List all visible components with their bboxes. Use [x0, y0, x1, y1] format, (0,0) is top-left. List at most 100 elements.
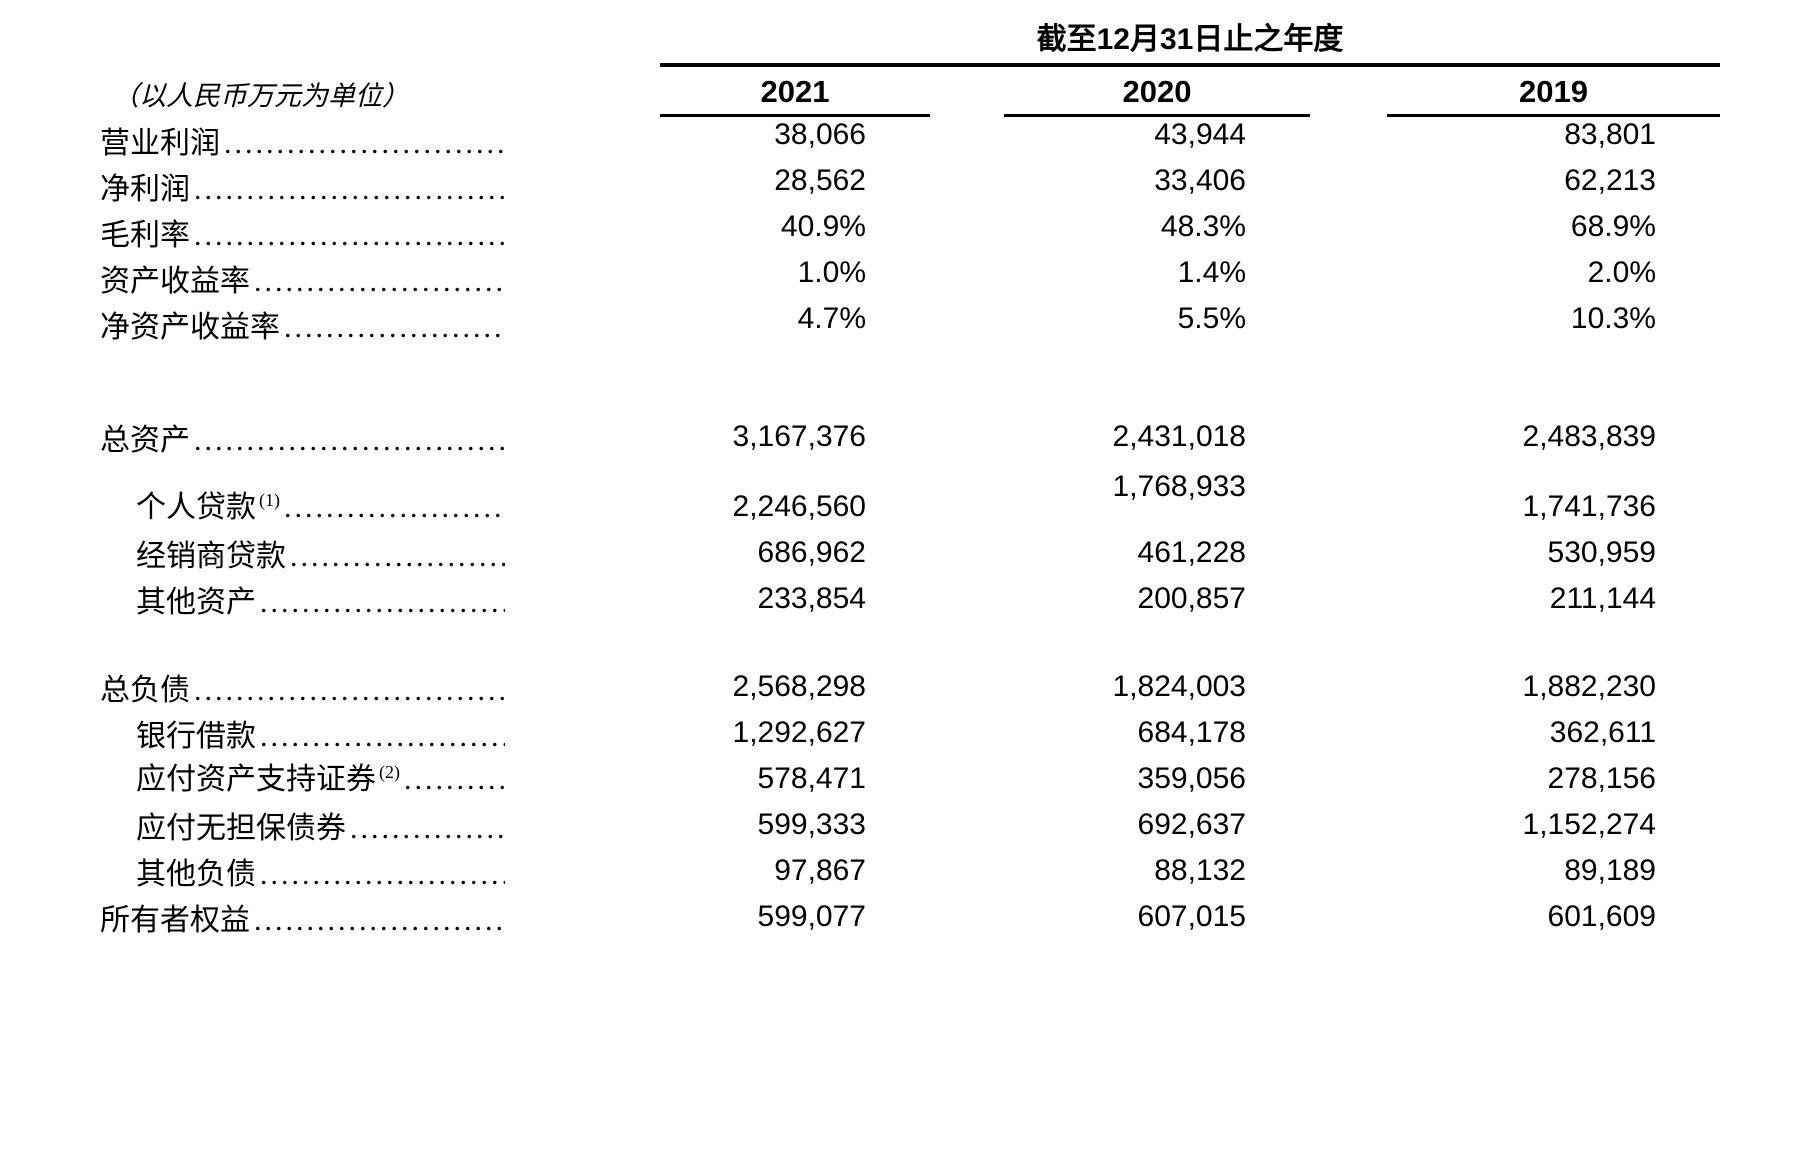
- row-label-text: 应付无担保债券: [136, 812, 346, 845]
- value-2020: 607,015: [1137, 900, 1246, 933]
- value-2019: 1,741,736: [1522, 490, 1656, 523]
- column-header-row: （以人民币万元为单位） 2021 2020 2019: [100, 67, 1804, 117]
- financial-summary-table: 截至12月31日止之年度 （以人民币万元为单位） 2021 2020 2019 …: [0, 22, 1804, 1151]
- dot-leader: [254, 902, 505, 940]
- value-2019: 1,882,230: [1522, 670, 1656, 703]
- value-2019: 2.0%: [1587, 256, 1656, 289]
- table-row: 银行借款 1,292,627 684,178 362,611: [100, 710, 1804, 756]
- table-row: 应付资产支持证券(2) 578,471 359,056 278,156: [100, 756, 1804, 802]
- row-label: 净资产收益率: [100, 309, 505, 347]
- value-2020: 692,637: [1137, 808, 1246, 841]
- row-label: 净利润: [100, 171, 505, 209]
- row-label: 银行借款: [100, 718, 505, 756]
- value-2019: 211,144: [1549, 582, 1656, 615]
- table-row: 毛利率 40.9% 48.3% 68.9%: [100, 209, 1804, 255]
- value-2021: 233,854: [757, 582, 866, 615]
- value-2019: 601,609: [1547, 900, 1656, 933]
- table-row: 其他资产 233,854 200,857 211,144: [100, 576, 1804, 622]
- table-row: 总资产 3,167,376 2,431,018 2,483,839: [100, 414, 1804, 460]
- row-label-text: 净资产收益率: [100, 311, 280, 344]
- row-label-text: 应付资产支持证券: [136, 763, 376, 796]
- footnote-superscript: (1): [259, 490, 280, 510]
- table-row: 经销商贷款 686,962 461,228 530,959: [100, 530, 1804, 576]
- row-label-text: 所有者权益: [100, 904, 250, 937]
- value-2021: 1.0%: [797, 256, 866, 289]
- dot-leader: [284, 489, 505, 527]
- row-label: 应付无担保债券: [100, 810, 505, 848]
- row-label-text: 总资产: [100, 424, 190, 457]
- value-2020: 359,056: [1137, 762, 1246, 795]
- row-label: 毛利率: [100, 217, 505, 255]
- column-header-2019: 2019: [1387, 73, 1720, 117]
- row-label: 所有者权益: [100, 902, 505, 940]
- row-label-text: 经销商贷款: [136, 540, 286, 573]
- dot-leader: [194, 217, 505, 255]
- table-row: 营业利润 38,066 43,944 83,801: [100, 117, 1804, 163]
- dot-leader: [290, 538, 505, 576]
- value-2021: 578,471: [757, 762, 866, 795]
- row-label: 营业利润: [100, 125, 505, 163]
- row-label: 总负债: [100, 672, 505, 710]
- dot-leader: [284, 309, 505, 347]
- dot-leader: [260, 856, 505, 894]
- row-label: 个人贷款 (1): [100, 489, 505, 530]
- table-row: 所有者权益 599,077 607,015 601,609: [100, 894, 1804, 940]
- value-2019: 62,213: [1564, 164, 1656, 197]
- table-row: 净利润 28,562 33,406 62,213: [100, 163, 1804, 209]
- dot-leader: [404, 761, 505, 799]
- dot-leader: [260, 584, 505, 622]
- table-row: 总负债 2,568,298 1,824,003 1,882,230: [100, 664, 1804, 710]
- value-2021: 4.7%: [797, 302, 866, 335]
- row-label-text: 营业利润: [100, 127, 220, 160]
- value-2020: 1,768,933: [1112, 470, 1246, 503]
- dot-leader: [254, 263, 505, 301]
- value-2020: 1.4%: [1177, 256, 1246, 289]
- row-label-text: 个人贷款: [136, 491, 256, 524]
- row-label-text: 资产收益率: [100, 265, 250, 298]
- row-label: 应付资产支持证券 (2): [100, 761, 505, 802]
- row-label-text: 毛利率: [100, 219, 190, 252]
- value-2021: 2,568,298: [732, 670, 866, 703]
- value-2021: 2,246,560: [732, 490, 866, 523]
- value-2019: 530,959: [1547, 536, 1656, 569]
- column-header-2020: 2020: [1004, 73, 1310, 117]
- row-label-text: 银行借款: [136, 720, 256, 753]
- value-2019: 83,801: [1564, 118, 1656, 151]
- value-2019: 68.9%: [1570, 210, 1656, 243]
- period-header-row: 截至12月31日止之年度: [100, 22, 1804, 67]
- dot-leader: [194, 422, 505, 460]
- value-2020: 48.3%: [1160, 210, 1246, 243]
- table-row: 资产收益率 1.0% 1.4% 2.0%: [100, 255, 1804, 301]
- row-label-text: 净利润: [100, 173, 190, 206]
- value-2020: 33,406: [1154, 164, 1246, 197]
- value-2020: 5.5%: [1177, 302, 1246, 335]
- value-2020: 43,944: [1154, 118, 1246, 151]
- footnote-superscript: (2): [379, 762, 400, 782]
- row-label-text: 总负债: [100, 674, 190, 707]
- row-label: 资产收益率: [100, 263, 505, 301]
- row-label: 经销商贷款: [100, 538, 505, 576]
- row-label: 总资产: [100, 422, 505, 460]
- value-2019: 1,152,274: [1522, 808, 1656, 841]
- value-2021: 38,066: [774, 118, 866, 151]
- value-2020: 684,178: [1137, 716, 1246, 749]
- row-label-text: 其他负债: [136, 858, 256, 891]
- table-row: 个人贷款(1) 2,246,560 1,768,933 1,741,736: [100, 470, 1804, 530]
- table-row: 净资产收益率 4.7% 5.5% 10.3%: [100, 301, 1804, 347]
- value-2020: 2,431,018: [1112, 420, 1246, 453]
- dot-leader: [260, 718, 505, 756]
- period-header: 截至12月31日止之年度: [660, 22, 1720, 67]
- value-2019: 2,483,839: [1522, 420, 1656, 453]
- value-2019: 89,189: [1564, 854, 1656, 887]
- unit-note: （以人民币万元为单位）: [112, 81, 409, 111]
- value-2019: 10.3%: [1570, 302, 1656, 335]
- row-label: 其他资产: [100, 584, 505, 622]
- dot-leader: [194, 171, 505, 209]
- value-2021: 28,562: [774, 164, 866, 197]
- row-label-text: 其他资产: [136, 586, 256, 619]
- row-label: 其他负债: [100, 856, 505, 894]
- value-2019: 278,156: [1547, 762, 1656, 795]
- value-2020: 88,132: [1154, 854, 1246, 887]
- value-2021: 97,867: [774, 854, 866, 887]
- value-2021: 3,167,376: [732, 420, 866, 453]
